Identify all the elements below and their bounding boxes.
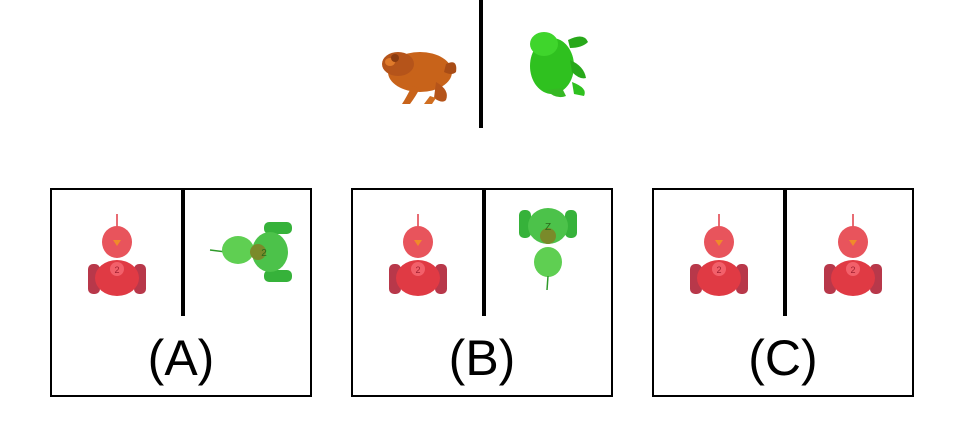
- green-frog-icon: [522, 26, 592, 100]
- option-panel-a[interactable]: 2 2 (A): [50, 188, 312, 397]
- svg-text:2: 2: [850, 265, 855, 275]
- panel-divider: [482, 190, 486, 316]
- orange-frog-icon: [376, 38, 460, 108]
- red-toy-robot-icon: 2: [383, 212, 453, 298]
- panel-divider: [181, 190, 185, 316]
- option-label-b: (B): [448, 330, 516, 386]
- option-panel-b[interactable]: 2 Z (B): [351, 188, 613, 397]
- red-toy-robot-icon: 2: [82, 212, 152, 298]
- svg-text:2: 2: [114, 265, 119, 275]
- panel-divider: [783, 190, 787, 316]
- option-panel-c[interactable]: 2 2 (C): [652, 188, 914, 397]
- prompt-divider: [479, 0, 483, 128]
- option-label-a: (A): [147, 330, 215, 386]
- option-label-c: (C): [748, 330, 818, 386]
- red-toy-robot-icon: 2: [684, 212, 754, 298]
- green-toy-robot-icon: Z: [515, 206, 581, 292]
- svg-text:2: 2: [716, 265, 721, 275]
- svg-text:2: 2: [415, 265, 420, 275]
- red-toy-robot-icon: 2: [818, 212, 888, 298]
- svg-text:Z: Z: [545, 222, 551, 233]
- green-toy-robot-icon: 2: [208, 220, 294, 286]
- svg-text:2: 2: [261, 248, 267, 259]
